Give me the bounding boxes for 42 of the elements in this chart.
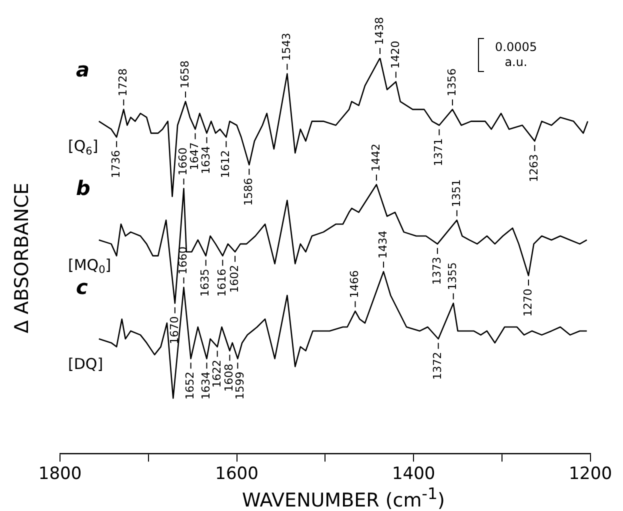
annotation: 1647 [188,142,202,170]
annotation: 1622 [210,360,224,388]
x-tick-label: 1800 [38,464,82,484]
x-tick-label: 1200 [568,464,612,484]
annotation: 1356 [445,68,458,96]
annotation: 1438 [372,17,386,45]
annotation: 1634 [200,146,213,174]
annotation: 1612 [219,150,232,178]
text: a [76,58,90,82]
annotation: 1635 [198,268,212,297]
annotation: 1263 [528,154,541,182]
series-label: c [76,275,88,300]
annotation: 1355 [446,262,460,290]
series-label: b [76,176,90,200]
annotation: 1736 [109,150,122,178]
annotation: 1660 [176,148,190,176]
x-tick-label: 1600 [215,464,258,484]
annotation: [DQ] [68,354,104,373]
annotation: 1351 [450,179,463,208]
x-axis-title: WAVENUMBER (cm$^{-1}$) [241,484,446,511]
annotation: 1270 [521,288,534,317]
annotation: 0.0005 a.u. [494,40,538,70]
annotation: 1670 [168,316,181,344]
x-tick-label: 1400 [392,464,436,484]
annotation: 1602 [228,264,241,293]
annotation: 1442 [369,144,382,172]
annotation: 1608 [222,364,236,392]
annotation: 1728 [116,68,130,96]
annotation: 1599 [234,372,247,400]
annotation: 1652 [184,372,197,400]
annotation: 1373 [430,256,444,285]
y-axis-title: Δ ABSORBANCE [11,182,33,334]
annotation: 1434 [376,230,390,259]
annotation: 1586 [242,178,256,206]
annotation: 1616 [216,268,229,297]
annotation: 1634 [200,372,213,400]
annotation: 1658 [178,60,192,89]
annotation: 1543 [280,32,294,61]
annotation: 1466 [348,270,362,298]
annotation: 1372 [431,352,444,380]
annotation: 1420 [388,40,402,69]
annotation: 1371 [432,138,446,166]
